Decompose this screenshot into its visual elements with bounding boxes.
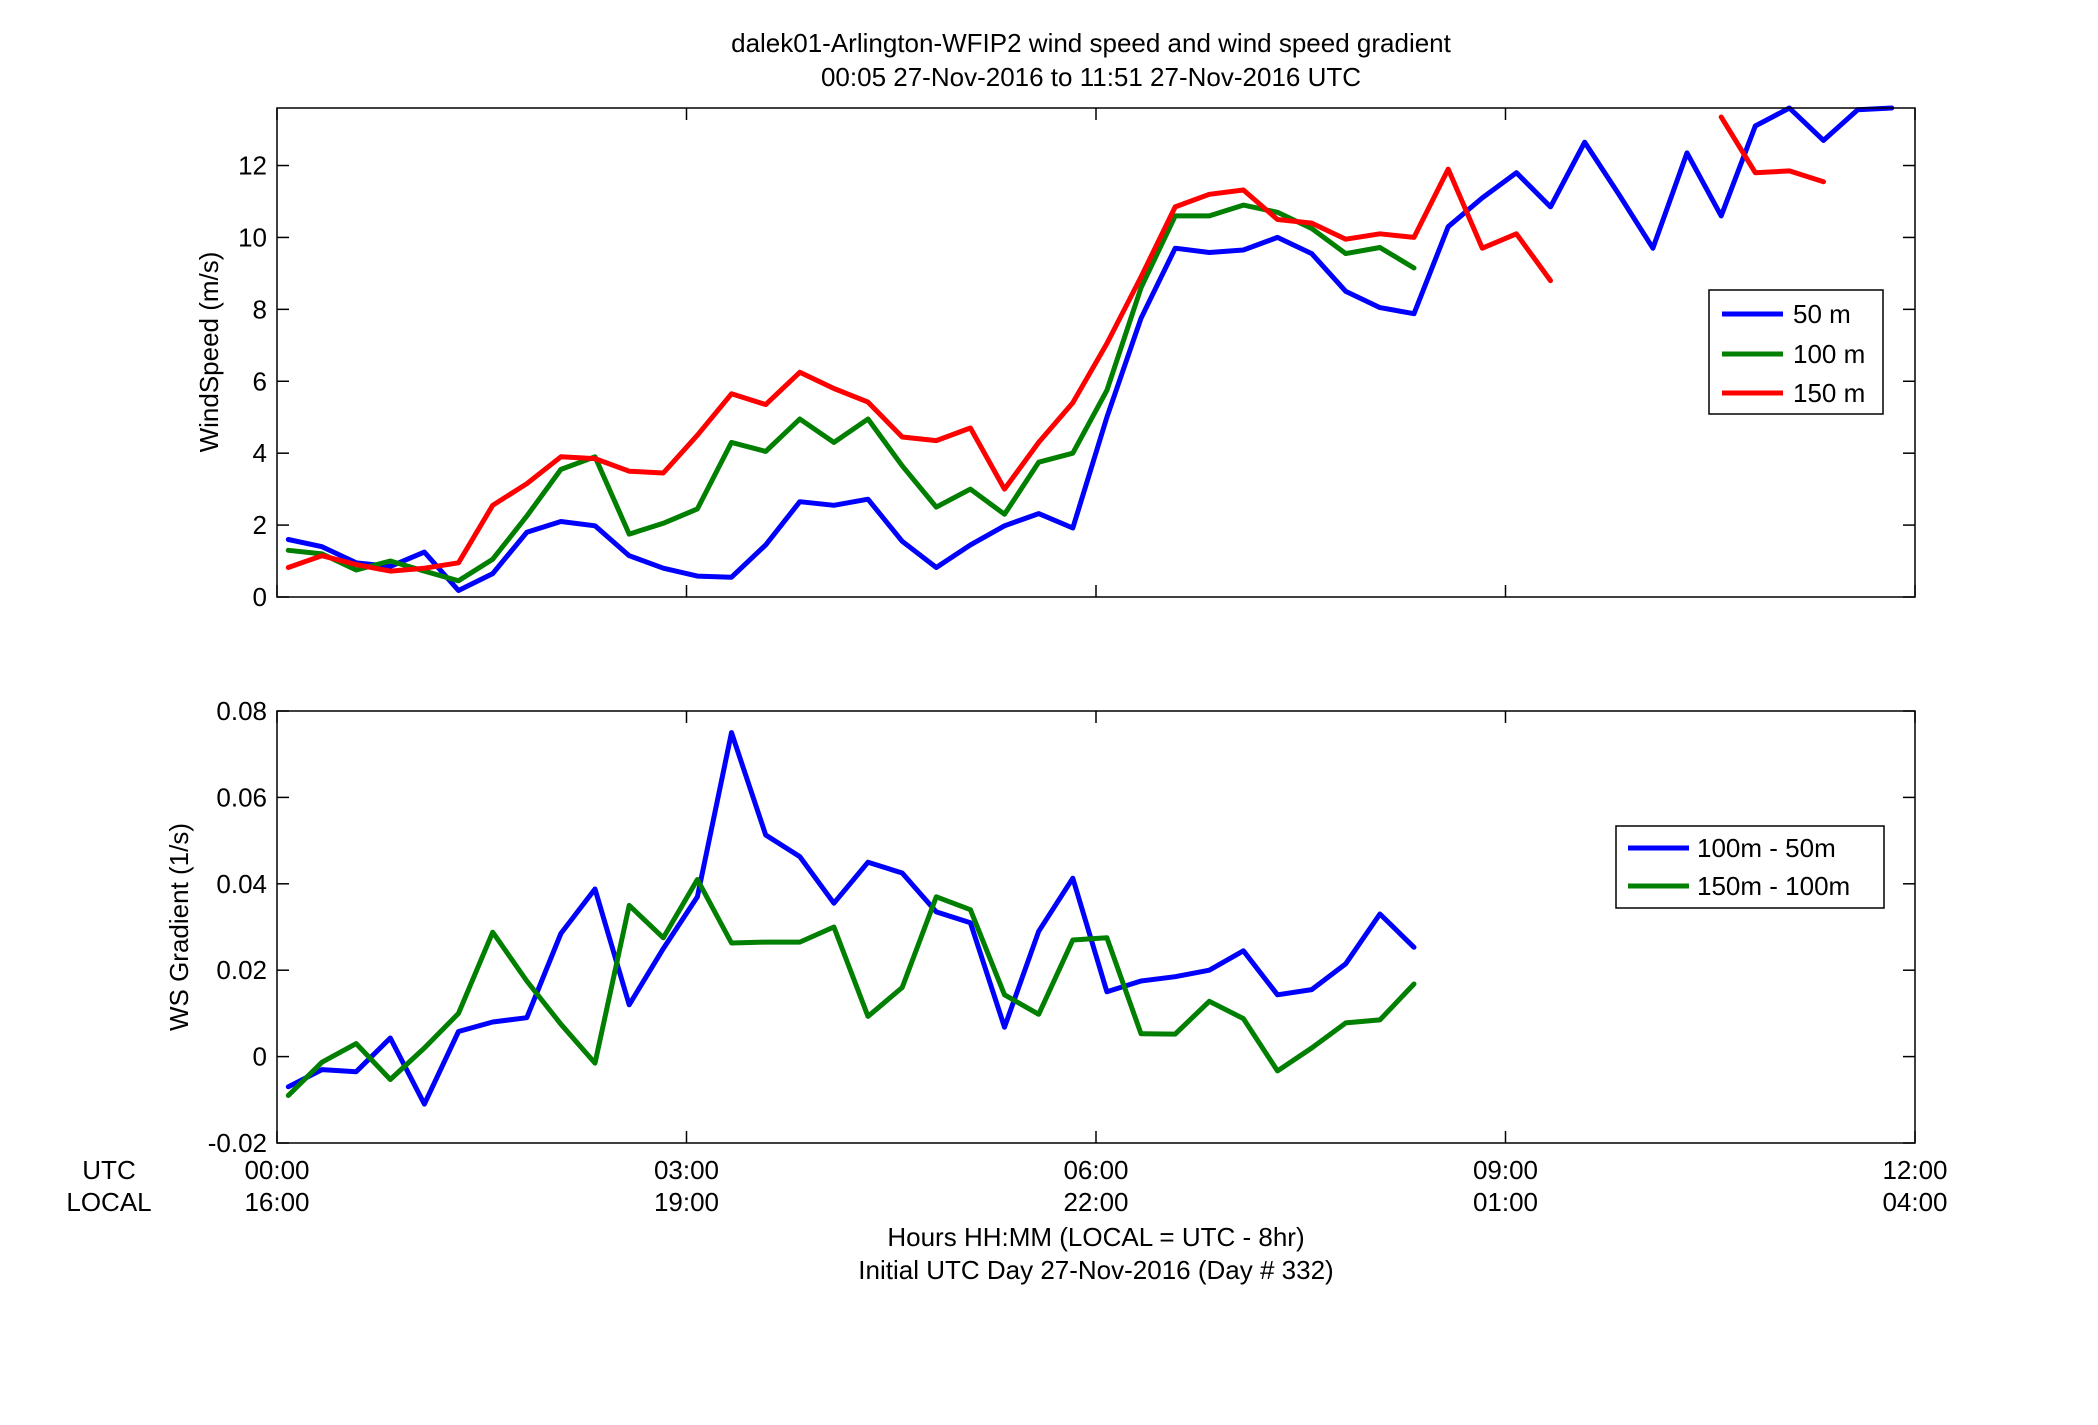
x-tick-label-local: 22:00 [1063, 1187, 1128, 1217]
wind-gradient-y-tick-label: 0.04 [216, 869, 267, 899]
wind-speed-series-group [285, 105, 1895, 593]
wind-gradient-y-tick-label: 0 [253, 1042, 267, 1072]
wind-speed-series-50-m [285, 105, 1895, 593]
x-row-label-local: LOCAL [66, 1187, 151, 1217]
wind-gradient-y-tick-label: 0.06 [216, 782, 267, 812]
wind-speed-y-tick-label: 8 [253, 294, 267, 324]
wind-speed-legend: 50 m 100 m 150 m [1708, 289, 1884, 415]
figure-title-line1: dalek01-Arlington-WFIP2 wind speed and w… [731, 28, 1452, 58]
wind-gradient-y-ticks: -0.02 0 0.02 0.04 0.06 0.08 [208, 696, 1915, 1158]
wind-speed-series-150-m-segment-2 [1718, 114, 1826, 185]
wind-gradient-y-axis-label: WS Gradient (1/s) [164, 823, 194, 1031]
x-tick-label-utc: 09:00 [1473, 1155, 1538, 1185]
wind-gradient-y-tick-label: -0.02 [208, 1128, 267, 1158]
wind-speed-y-ticks: 0 2 4 6 8 10 12 [238, 151, 1915, 612]
wind-gradient-panel: -0.02 0 0.02 0.04 0.06 0.08 WS Gradient (1/s)… [164, 696, 1916, 1158]
x-tick-label-local: 16:00 [244, 1187, 309, 1217]
x-axis-label-line2: Initial UTC Day 27-Nov-2016 (Day # 332) [858, 1255, 1333, 1285]
legend-label-100m-50m: 100m - 50m [1697, 833, 1836, 863]
legend-label-150m: 150 m [1793, 378, 1865, 408]
x-row-label-utc: UTC [82, 1155, 135, 1185]
wind-speed-y-tick-label: 4 [253, 438, 267, 468]
wind-speed-y-tick-label: 6 [253, 366, 267, 396]
x-tick-label-utc: 00:00 [244, 1155, 309, 1185]
wind-speed-series-100-m [285, 202, 1417, 584]
wind-gradient-x-ticks [276, 711, 1916, 1143]
wind-gradient-legend: 100m - 50m 150m - 100m [1615, 825, 1885, 909]
legend-label-100m: 100 m [1793, 339, 1865, 369]
wind-speed-x-ticks [276, 108, 1916, 597]
figure-title-line2: 00:05 27-Nov-2016 to 11:51 27-Nov-2016 U… [821, 62, 1361, 92]
x-tick-label-local: 04:00 [1882, 1187, 1947, 1217]
wind-gradient-y-tick-label: 0.02 [216, 955, 267, 985]
x-tick-label-utc: 12:00 [1882, 1155, 1947, 1185]
legend-label-50m: 50 m [1793, 299, 1851, 329]
x-tick-label-utc: 03:00 [654, 1155, 719, 1185]
wind-speed-y-tick-label: 10 [238, 222, 267, 252]
wind-gradient-legend-box [1615, 825, 1885, 909]
wind-speed-y-tick-label: 0 [253, 582, 267, 612]
wind-speed-y-tick-label: 12 [238, 151, 267, 181]
wind-speed-series-150-m-segment-1 [285, 166, 1553, 574]
wind-gradient-series-150m-100m [285, 877, 1417, 1098]
x-tick-label-local: 19:00 [654, 1187, 719, 1217]
x-tick-label-utc: 06:00 [1063, 1155, 1128, 1185]
wind-gradient-series-100m-50m [285, 730, 1417, 1107]
x-tick-label-local: 01:00 [1473, 1187, 1538, 1217]
wind-speed-y-axis-label: WindSpeed (m/s) [194, 252, 224, 453]
wind-gradient-series-group [285, 730, 1417, 1107]
x-axis-label-line1: Hours HH:MM (LOCAL = UTC - 8hr) [887, 1222, 1304, 1252]
wind-speed-panel: 0 2 4 6 8 10 12 WindSpeed (m/s) 50 m 100 m 150… [194, 105, 1916, 612]
wind-gradient-y-tick-label: 0.08 [216, 696, 267, 726]
wind-speed-y-tick-label: 2 [253, 510, 267, 540]
legend-label-150m-100m: 150m - 100m [1697, 871, 1850, 901]
